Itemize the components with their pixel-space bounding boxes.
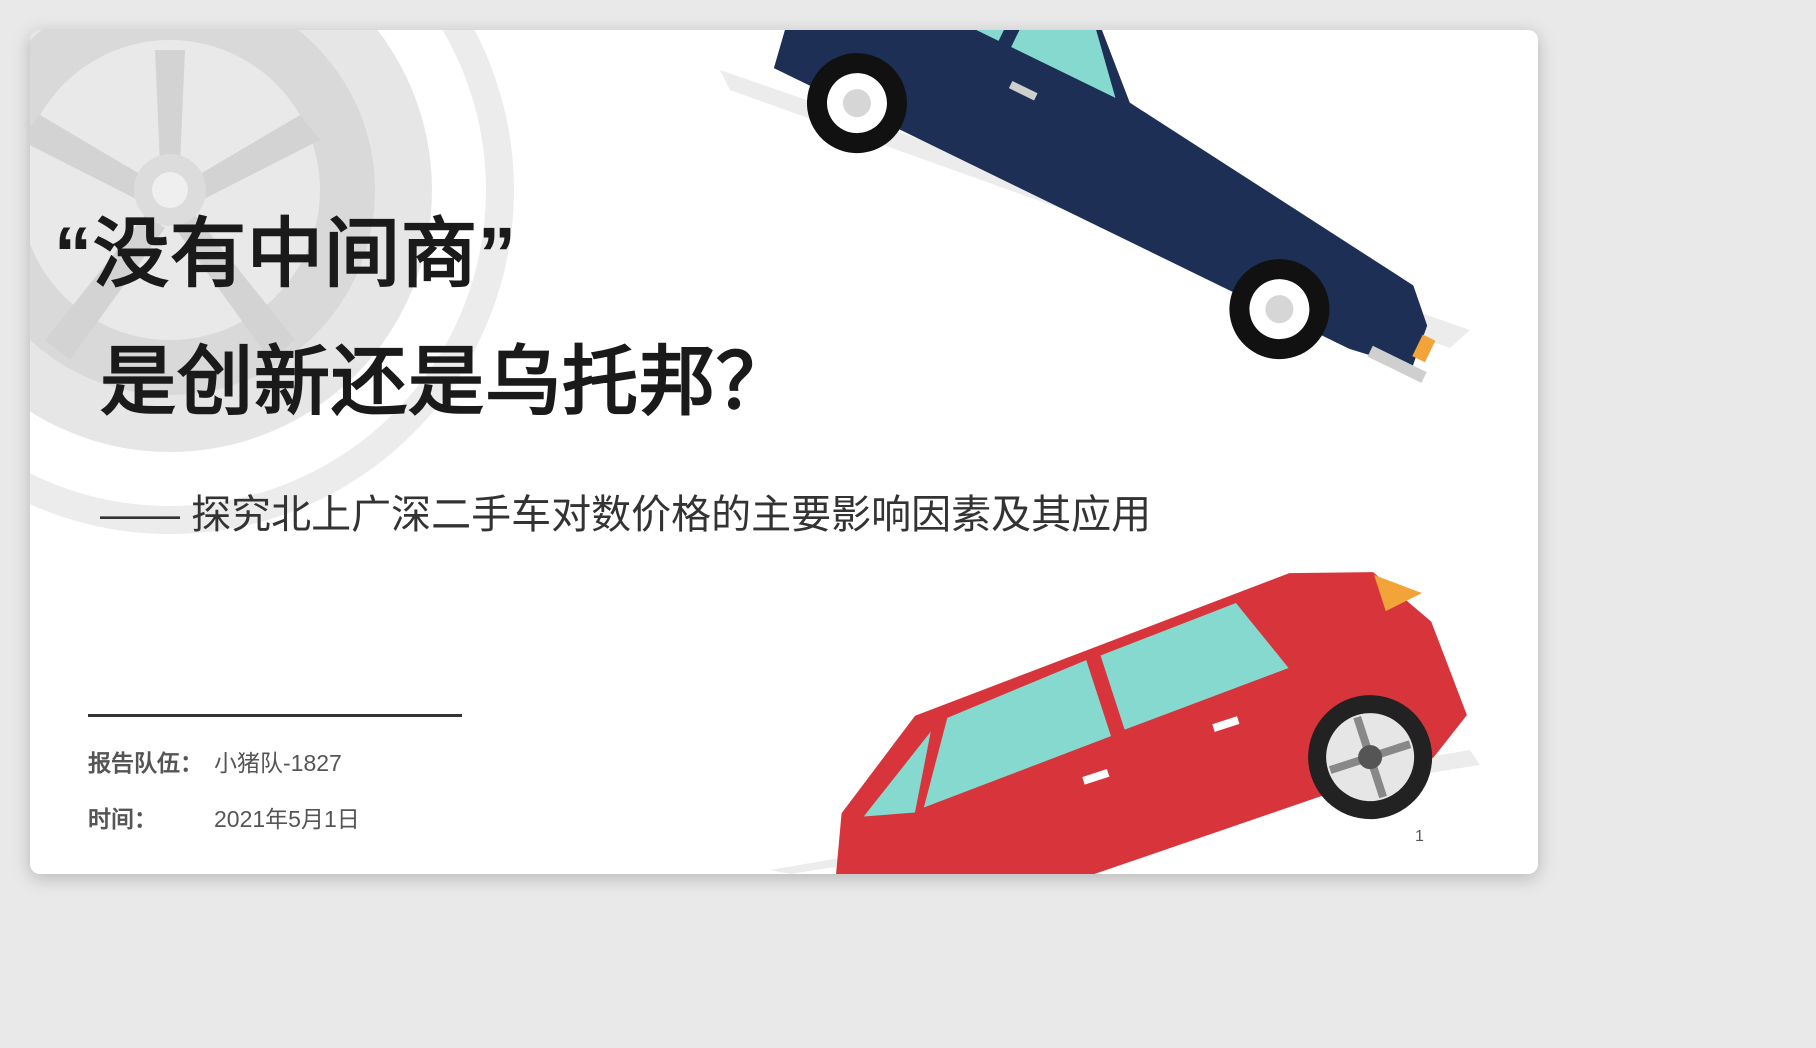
time-label: 时间： xyxy=(88,806,157,832)
section-divider xyxy=(88,714,462,717)
team-label: 报告队伍： xyxy=(88,750,203,776)
page-number: 1 xyxy=(1415,828,1424,845)
team-info: 报告队伍： 小猪队-1827 xyxy=(88,748,342,778)
red-hatchback-icon xyxy=(770,572,1480,874)
navy-sedan-icon xyxy=(720,30,1470,383)
slide-window: “没有中间商” 是创新还是乌托邦？ —— 探究北上广深二手车对数价格的主要影响因… xyxy=(30,30,1538,874)
time-info: 时间： 2021年5月1日 xyxy=(88,804,360,834)
time-value: 2021年5月1日 xyxy=(214,806,360,832)
slide-background-art xyxy=(30,30,1480,874)
slide-title-line-2: 是创新还是乌托邦？ xyxy=(100,340,793,425)
background-wheel-icon xyxy=(30,30,514,534)
team-value: 小猪队-1827 xyxy=(214,750,342,776)
slide-title-line-1: “没有中间商” xyxy=(54,212,517,297)
slide-subtitle: —— 探究北上广深二手车对数价格的主要影响因素及其应用 xyxy=(100,493,1152,537)
